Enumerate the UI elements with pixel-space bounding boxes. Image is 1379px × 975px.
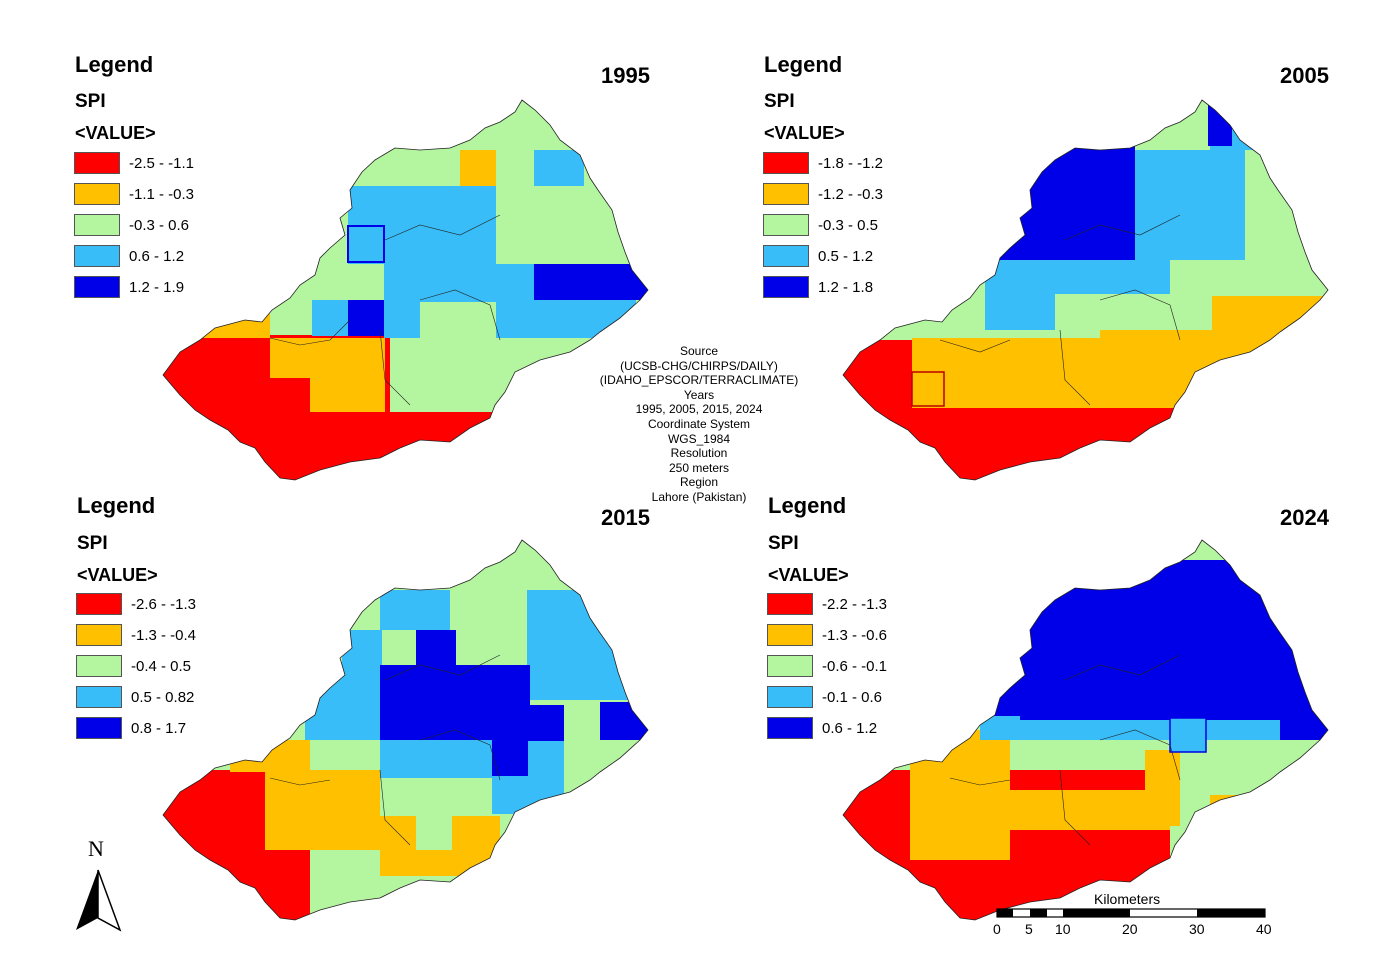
- source-line: 250 meters: [668, 460, 730, 475]
- map-year-title: 2005: [1280, 63, 1329, 88]
- legend-class-label: -0.6 - -0.1: [822, 658, 888, 675]
- legend-title: Legend: [764, 52, 843, 77]
- legend-class-label: 0.6 - 1.2: [822, 720, 878, 737]
- legend-class-label: -1.1 - -0.3: [129, 186, 195, 203]
- legend-swatch-red: [763, 152, 809, 174]
- legend-swatch-lightgreen: [767, 655, 813, 677]
- legend-value-label: <VALUE>: [768, 565, 849, 585]
- legend-title: Legend: [768, 493, 847, 518]
- legend-swatch-orange: [76, 624, 122, 646]
- legend-class-label: -0.1 - 0.6: [822, 689, 883, 706]
- legend-swatch-darkblue: [76, 717, 122, 739]
- source-line: Lahore (Pakistan): [651, 489, 747, 504]
- source-line: (UCSB-CHG/CHIRPS/DAILY): [620, 358, 778, 373]
- legend-class-label: 1.2 - 1.8: [818, 279, 874, 296]
- scale-tick-label: 40: [1256, 921, 1272, 937]
- legend-class-label: 1.2 - 1.9: [129, 279, 185, 296]
- map-year-title: 2015: [601, 505, 650, 530]
- source-line: WGS_1984: [667, 431, 731, 446]
- legend-field: SPI: [768, 533, 799, 554]
- source-line: Coordinate System: [647, 416, 751, 431]
- legend-class-label: -0.3 - 0.6: [129, 217, 190, 234]
- source-line: (IDAHO_EPSCOR/TERRACLIMATE): [599, 373, 799, 388]
- legend-swatch-red: [74, 152, 120, 174]
- legend-class-label: 0.6 - 1.2: [129, 248, 185, 265]
- legend-class-label: 0.5 - 0.82: [131, 689, 195, 706]
- legend-swatch-darkblue: [74, 276, 120, 298]
- map-1995: [162, 99, 649, 481]
- legend-swatch-lightblue: [76, 686, 122, 708]
- legend-swatch-red: [767, 593, 813, 615]
- legend-class-label: -0.4 - 0.5: [131, 658, 192, 675]
- source-line: Region: [679, 475, 719, 490]
- legend-class-label: 0.8 - 1.7: [131, 720, 187, 737]
- scale-tick-label: 0: [993, 921, 1001, 937]
- north-label: N: [88, 836, 104, 861]
- source-line: 1995, 2005, 2015, 2024: [635, 402, 763, 417]
- legend-swatch-orange: [74, 183, 120, 205]
- legend-class-label: -0.3 - 0.5: [818, 217, 879, 234]
- legend-class-label: -2.5 - -1.1: [129, 155, 195, 172]
- scale-unit-label: Kilometers: [1094, 891, 1161, 907]
- legend-class-label: -1.8 - -1.2: [818, 155, 884, 172]
- north-arrow-icon: [76, 869, 122, 932]
- map-2015: [162, 539, 649, 921]
- legend-class-label: -1.3 - -0.4: [131, 627, 197, 644]
- scale-tick-label: 30: [1189, 921, 1205, 937]
- legend-swatch-lightgreen: [763, 214, 809, 236]
- legend-swatch-lightgreen: [76, 655, 122, 677]
- map-2024: [842, 539, 1329, 921]
- map-2005: [842, 99, 1329, 481]
- legend-field: SPI: [764, 91, 795, 112]
- legend-class-label: -1.3 - -0.6: [822, 627, 888, 644]
- legend-swatch-lightblue: [767, 686, 813, 708]
- scale-tick-label: 10: [1055, 921, 1071, 937]
- map-year-title: 2024: [1280, 505, 1329, 530]
- scale-bar-graphic: [996, 908, 1266, 918]
- legend-value-label: <VALUE>: [75, 123, 156, 143]
- scale-tick-label: 20: [1122, 921, 1138, 937]
- source-info-block: Source (UCSB-CHG/CHIRPS/DAILY) (IDAHO_EP…: [599, 344, 799, 505]
- legend-value-label: <VALUE>: [77, 565, 158, 585]
- legend-class-label: -2.6 - -1.3: [131, 596, 197, 613]
- legend-swatch-lightgreen: [74, 214, 120, 236]
- source-line: Years: [683, 387, 715, 402]
- legend-title: Legend: [77, 493, 156, 518]
- legend-swatch-lightblue: [74, 245, 120, 267]
- legend-title: Legend: [75, 52, 154, 77]
- legend-class-label: -2.2 - -1.3: [822, 596, 888, 613]
- legend-field: SPI: [77, 533, 108, 554]
- legend-field: SPI: [75, 91, 106, 112]
- legend-swatch-orange: [763, 183, 809, 205]
- source-line: Source: [679, 344, 719, 358]
- legend-swatch-darkblue: [763, 276, 809, 298]
- legend-swatch-red: [76, 593, 122, 615]
- legend-class-label: -1.2 - -0.3: [818, 186, 884, 203]
- legend-swatch-orange: [767, 624, 813, 646]
- legend-class-label: 0.5 - 1.2: [818, 248, 874, 265]
- legend-swatch-darkblue: [767, 717, 813, 739]
- legend-value-label: <VALUE>: [764, 123, 845, 143]
- legend-swatch-lightblue: [763, 245, 809, 267]
- map-year-title: 1995: [601, 63, 650, 88]
- source-line: Resolution: [670, 446, 728, 461]
- scale-tick-label: 5: [1025, 921, 1033, 937]
